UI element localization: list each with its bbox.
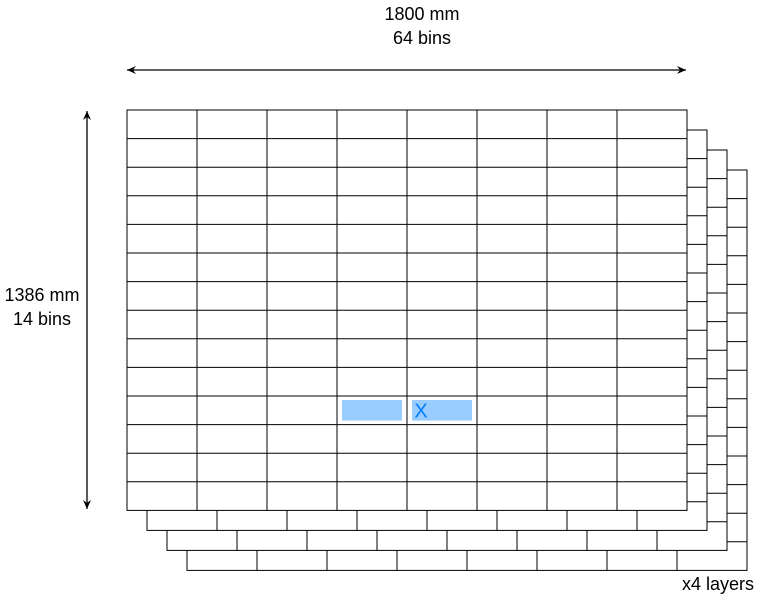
height-bins-label: 14 bins — [13, 309, 71, 329]
width-bins-label: 64 bins — [393, 28, 451, 48]
highlighted-cell-2 — [412, 400, 472, 421]
highlighted-cells: X — [342, 400, 472, 422]
highlighted-cell-1 — [342, 400, 402, 421]
front-layer-grid — [126, 109, 688, 511]
highlight-marker: X — [414, 400, 427, 422]
height-mm-label: 1386 mm — [4, 285, 79, 305]
layers-label: x4 layers — [682, 574, 754, 594]
width-mm-label: 1800 mm — [384, 4, 459, 24]
